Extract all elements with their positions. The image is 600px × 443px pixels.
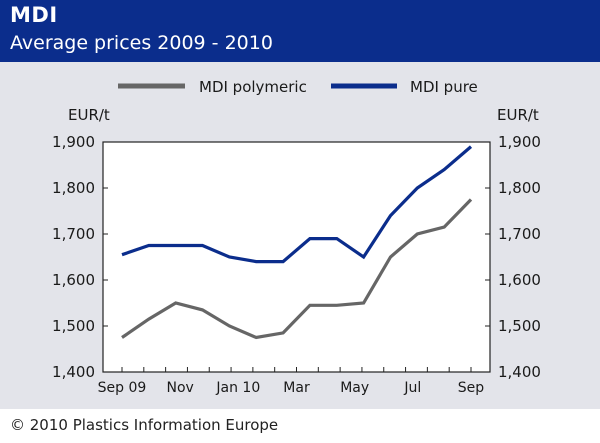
plot-area bbox=[102, 141, 491, 373]
x-tick-label: Jul bbox=[403, 380, 421, 396]
x-tick-label: Nov bbox=[167, 380, 194, 396]
y-tick-label-right: 1,600 bbox=[498, 271, 541, 289]
y-axis-unit-left: EUR/t bbox=[68, 106, 110, 124]
series-line-mdi-polymeric bbox=[121, 198, 473, 340]
y-tick-label-left: 1,400 bbox=[52, 363, 95, 381]
series-line-mdi-pure bbox=[121, 145, 473, 264]
y-tick-label-right: 1,700 bbox=[498, 225, 541, 243]
x-tick-label: Sep 09 bbox=[98, 380, 147, 396]
x-axis: Sep 09 Nov Jan 10 Mar May Jul Sep bbox=[98, 367, 485, 396]
y-axis: 1,400 1,400 1,500 1,500 1,600 1,600 1,700 1,700… bbox=[52, 133, 541, 381]
series-layer bbox=[121, 145, 473, 340]
y-tick-label-right: 1,800 bbox=[498, 179, 541, 197]
chart-footer: © 2010 Plastics Information Europe bbox=[0, 409, 600, 443]
chart-header: MDI Average prices 2009 - 2010 bbox=[0, 0, 600, 62]
y-tick-label-left: 1,500 bbox=[52, 317, 95, 335]
x-tick-label: Mar bbox=[283, 380, 310, 396]
legend-label-mdi-polymeric: MDI polymeric bbox=[199, 78, 307, 96]
line-chart: MDI polymeric MDI pure EUR/t EUR/t 1,400… bbox=[52, 78, 541, 396]
y-axis-unit-right: EUR/t bbox=[497, 106, 539, 124]
x-tick-label: Jan 10 bbox=[215, 380, 260, 396]
legend-label-mdi-pure: MDI pure bbox=[410, 78, 478, 96]
y-tick-label-left: 1,900 bbox=[52, 133, 95, 151]
legend: MDI polymeric MDI pure bbox=[118, 78, 478, 96]
chart-title: MDI bbox=[10, 3, 58, 27]
y-tick-label-right: 1,900 bbox=[498, 133, 541, 151]
y-tick-label-right: 1,400 bbox=[498, 363, 541, 381]
x-tick-label: May bbox=[340, 380, 369, 396]
x-tick-label: Sep bbox=[458, 380, 485, 396]
y-tick-label-right: 1,500 bbox=[498, 317, 541, 335]
chart-subtitle: Average prices 2009 - 2010 bbox=[10, 32, 273, 54]
y-tick-label-left: 1,600 bbox=[52, 271, 95, 289]
y-tick-label-left: 1,800 bbox=[52, 179, 95, 197]
y-tick-label-left: 1,700 bbox=[52, 225, 95, 243]
copyright-note: © 2010 Plastics Information Europe bbox=[10, 416, 279, 434]
